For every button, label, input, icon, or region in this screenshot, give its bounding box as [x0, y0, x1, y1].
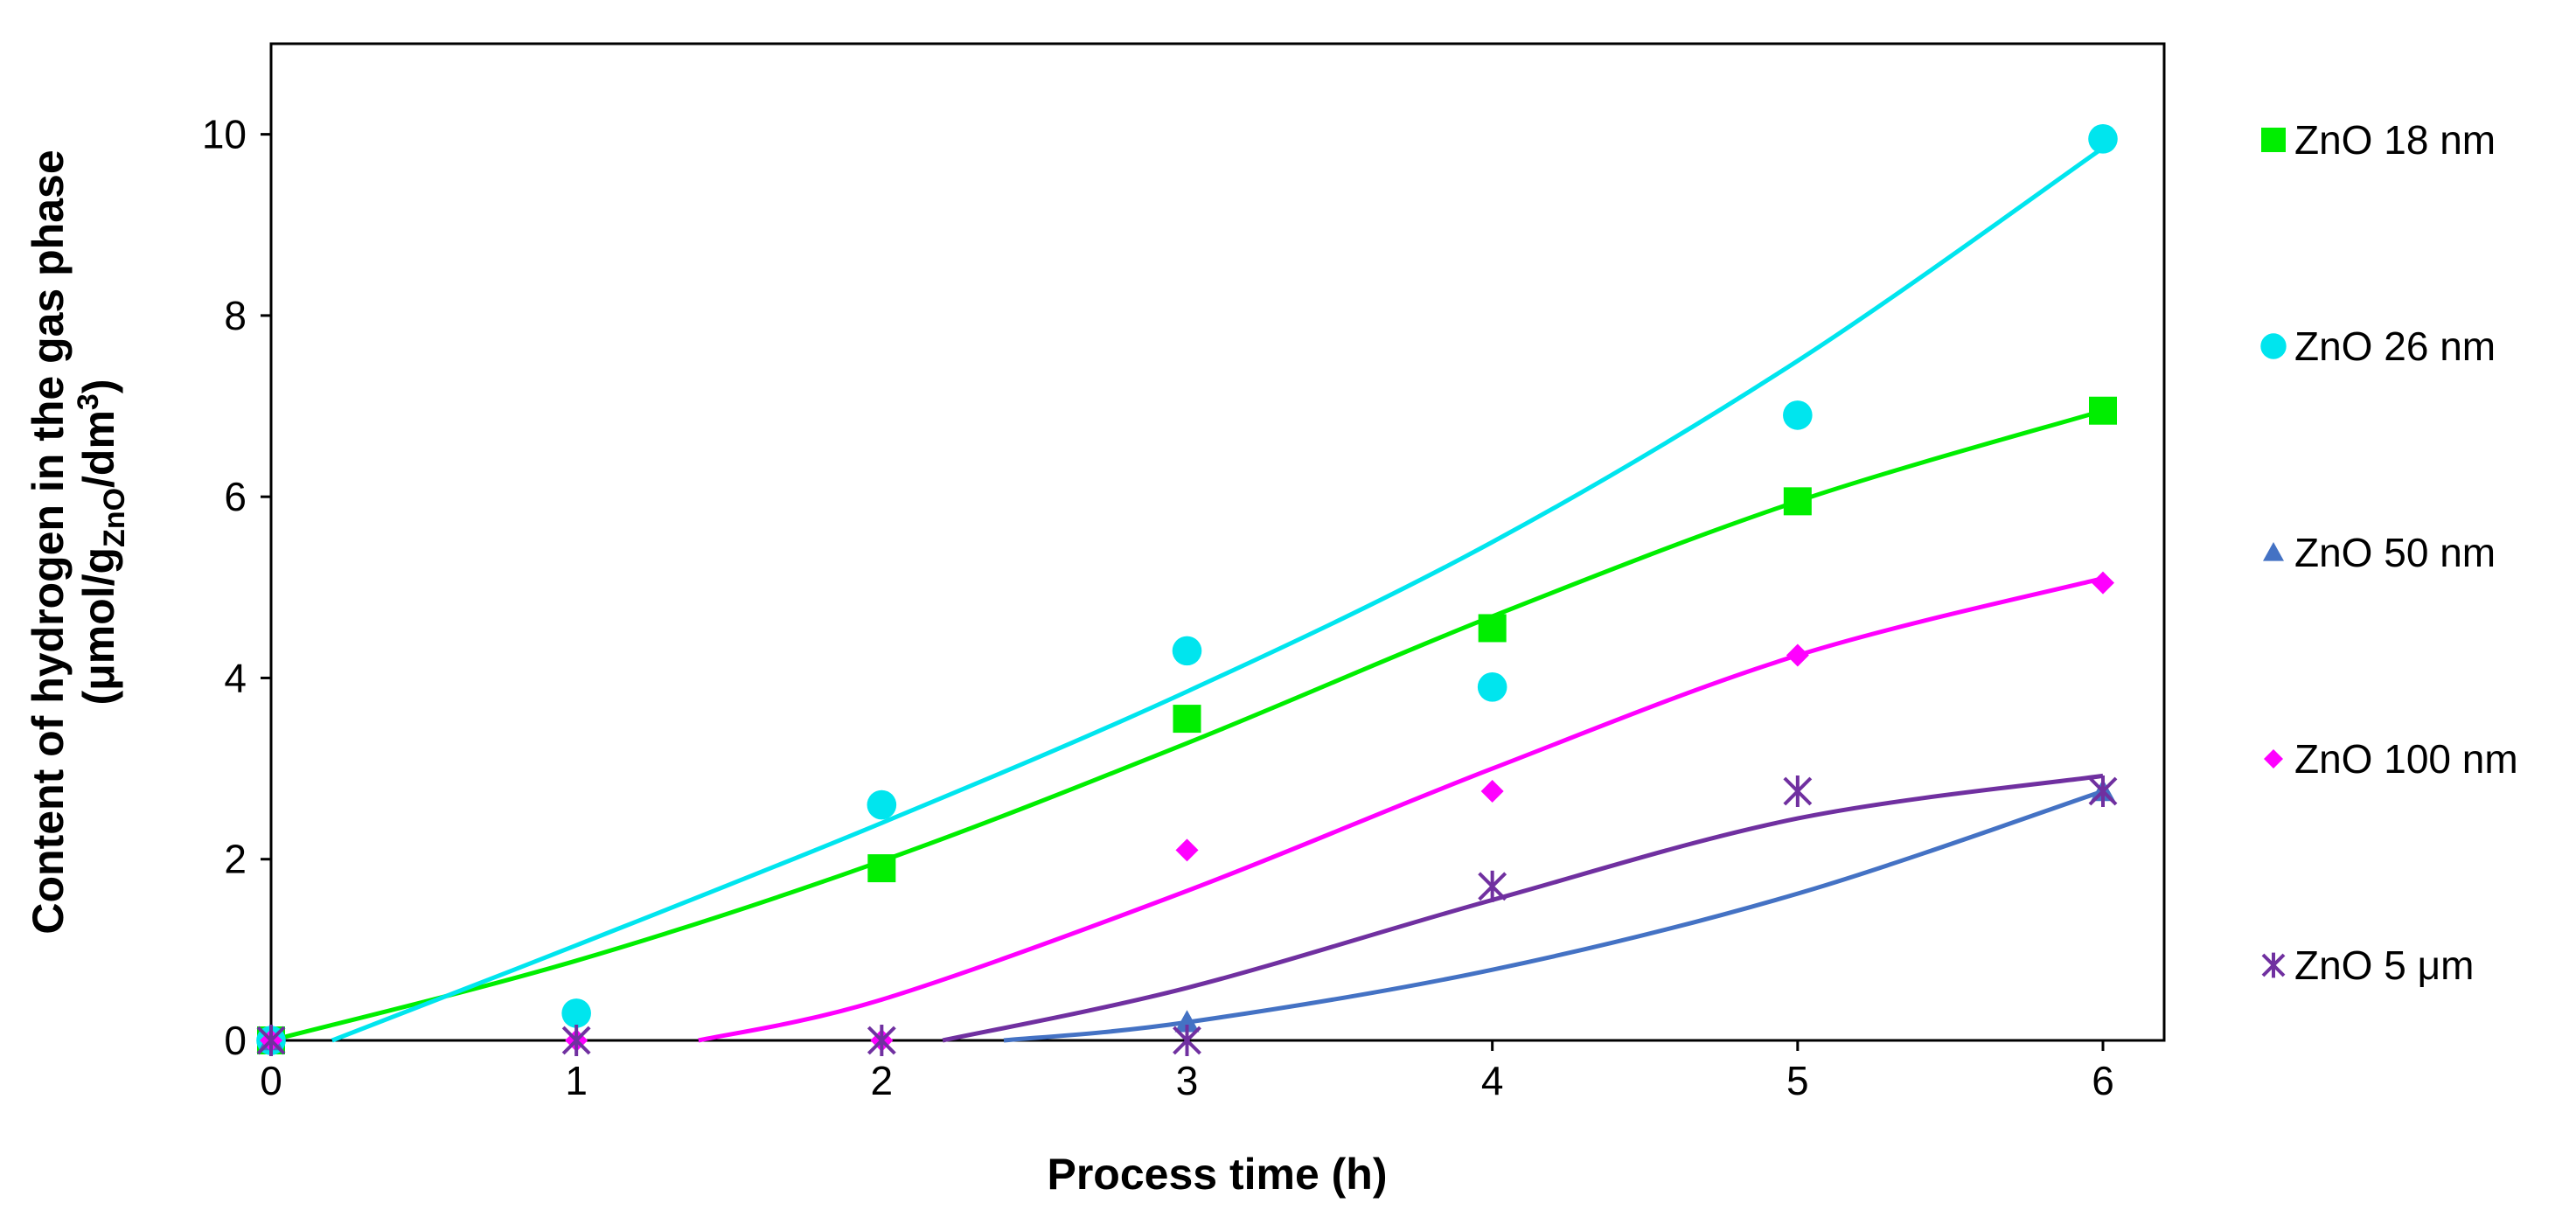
y-axis-units-sub: ZnO [98, 488, 131, 547]
y-tick-label: 8 [224, 293, 247, 338]
data-point-zno-18-nm [1478, 614, 1507, 643]
x-tick-label: 1 [565, 1058, 588, 1103]
x-axis-title: Process time (h) [1047, 1150, 1387, 1199]
legend-label-zno-50-nm: ZnO 50 nm [2294, 530, 2496, 575]
data-point-zno-5-m [867, 1025, 896, 1056]
data-points [256, 124, 2118, 1056]
x-tick-label: 4 [1481, 1058, 1504, 1103]
data-point-zno-18-nm [1783, 487, 1812, 516]
y-tick-label: 2 [224, 837, 247, 882]
fit-curves [270, 146, 2105, 1043]
x-tick-label: 3 [1176, 1058, 1199, 1103]
x-tick-label: 6 [2092, 1058, 2114, 1103]
legend-label-zno-5-m: ZnO 5 μm [2294, 942, 2474, 988]
data-point-zno-26-nm [867, 789, 897, 820]
data-point-zno-5-m [561, 1025, 591, 1056]
data-point-zno-5-m [256, 1025, 286, 1056]
legend-label-zno-26-nm: ZnO 26 nm [2294, 323, 2496, 369]
data-point-zno-50-nm [1174, 1010, 1200, 1033]
y-tick-label: 0 [224, 1018, 247, 1063]
legend-marker-zno-5-m [2261, 952, 2286, 978]
y-axis-title-line1: Content of hydrogen in the gas phase [24, 150, 73, 934]
data-point-zno-18-nm [1173, 705, 1201, 734]
data-point-zno-5-m [1783, 775, 1813, 807]
data-point-zno-100-nm [2092, 571, 2114, 595]
data-point-zno-26-nm [2088, 124, 2118, 154]
data-point-zno-5-m [1173, 1025, 1201, 1056]
legend-marker-zno-26-nm [2260, 333, 2287, 359]
data-point-zno-26-nm [1172, 636, 1202, 666]
legend-marker-zno-18-nm [2261, 128, 2286, 152]
plot-frame [269, 42, 2166, 1042]
x-tick-label: 5 [1786, 1058, 1809, 1103]
y-axis-units-prefix: (μmol/g [74, 547, 123, 706]
y-tick-label: 6 [224, 474, 247, 519]
legend-marker-zno-50-nm [2263, 542, 2284, 561]
y-axis-units-mid: /dm [74, 410, 123, 488]
fit-line-zno-5-m [942, 773, 2104, 1043]
data-point-zno-26-nm [1477, 672, 1507, 702]
data-point-zno-100-nm [1480, 780, 1504, 803]
data-point-zno-18-nm [867, 854, 896, 883]
data-point-zno-5-m [2088, 775, 2118, 807]
fit-line-zno-26-nm [331, 146, 2105, 1043]
legend-marker-zno-100-nm [2264, 749, 2283, 769]
y-axis-title: Content of hydrogen in the gas phase [24, 150, 73, 934]
data-point-zno-18-nm [2089, 396, 2117, 425]
data-point-zno-26-nm [1783, 400, 1813, 430]
fit-line-zno-50-nm [1003, 789, 2104, 1043]
legend: ZnO 18 nm ZnO 26 nm ZnO 50 nm ZnO 100 nm ZnO… [2260, 117, 2518, 988]
legend-label-zno-18-nm: ZnO 18 nm [2294, 117, 2496, 163]
legend-label-zno-100-nm: ZnO 100 nm [2294, 736, 2518, 782]
data-point-zno-26-nm [561, 998, 591, 1028]
y-axis-title-units: (μmol/gZnO/dm3) [72, 379, 131, 705]
y-tick-labels: 0 2 4 6 8 10 [202, 112, 271, 1063]
fit-line-zno-100-nm [698, 576, 2104, 1043]
y-tick-label: 10 [202, 112, 247, 157]
y-tick-label: 4 [224, 655, 247, 700]
x-tick-label: 2 [871, 1058, 894, 1103]
y-axis-units-suffix: ) [74, 379, 123, 393]
data-point-zno-5-m [1478, 870, 1507, 902]
y-axis-units-sup: 3 [72, 393, 105, 410]
x-tick-label: 0 [260, 1058, 282, 1103]
data-point-zno-100-nm [1175, 838, 1199, 862]
data-point-zno-100-nm [1786, 643, 1809, 667]
